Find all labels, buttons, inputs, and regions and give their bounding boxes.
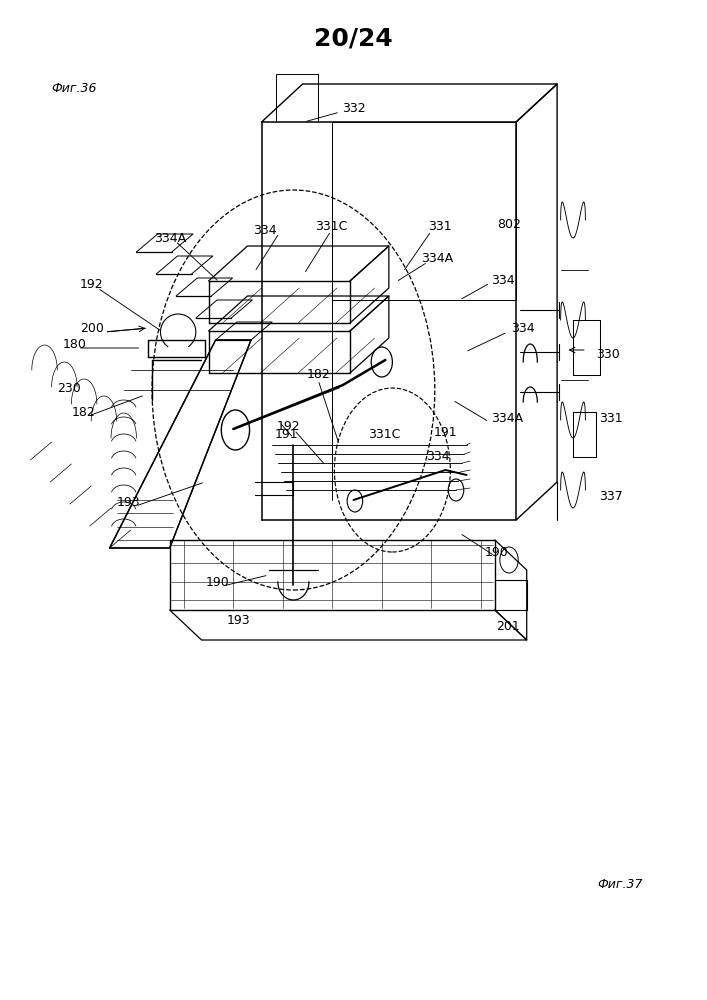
Text: 230: 230 (57, 381, 81, 394)
Text: 334: 334 (426, 450, 450, 462)
Text: 334: 334 (253, 224, 277, 236)
Text: 190: 190 (206, 576, 230, 588)
Text: 192: 192 (80, 278, 104, 292)
Text: 331: 331 (599, 412, 622, 424)
Text: 331C: 331C (315, 221, 347, 233)
Text: 334A: 334A (421, 252, 453, 265)
Text: 337: 337 (599, 489, 623, 502)
Text: 200: 200 (80, 322, 104, 334)
Text: 802: 802 (497, 219, 521, 232)
Text: 331: 331 (428, 221, 452, 233)
Text: 190: 190 (485, 546, 509, 560)
Text: 334: 334 (511, 322, 534, 334)
Text: 334A: 334A (153, 232, 186, 244)
Text: 193: 193 (117, 495, 141, 508)
Text: 193: 193 (227, 613, 251, 626)
Text: 331C: 331C (368, 428, 400, 440)
Text: 191: 191 (433, 426, 457, 440)
Text: 334: 334 (491, 273, 515, 286)
Text: 180: 180 (62, 338, 86, 351)
Text: 332: 332 (341, 102, 366, 114)
Text: 334A: 334A (491, 412, 523, 424)
Text: 201: 201 (496, 619, 520, 633)
Text: 192: 192 (276, 420, 300, 432)
Text: 182: 182 (306, 368, 330, 381)
Text: 182: 182 (71, 406, 95, 418)
Text: 330: 330 (596, 349, 620, 361)
Text: 191: 191 (274, 428, 298, 440)
Text: 20/24: 20/24 (314, 26, 393, 50)
Text: Фиг.36: Фиг.36 (51, 82, 96, 95)
Text: Фиг.37: Фиг.37 (597, 878, 643, 890)
